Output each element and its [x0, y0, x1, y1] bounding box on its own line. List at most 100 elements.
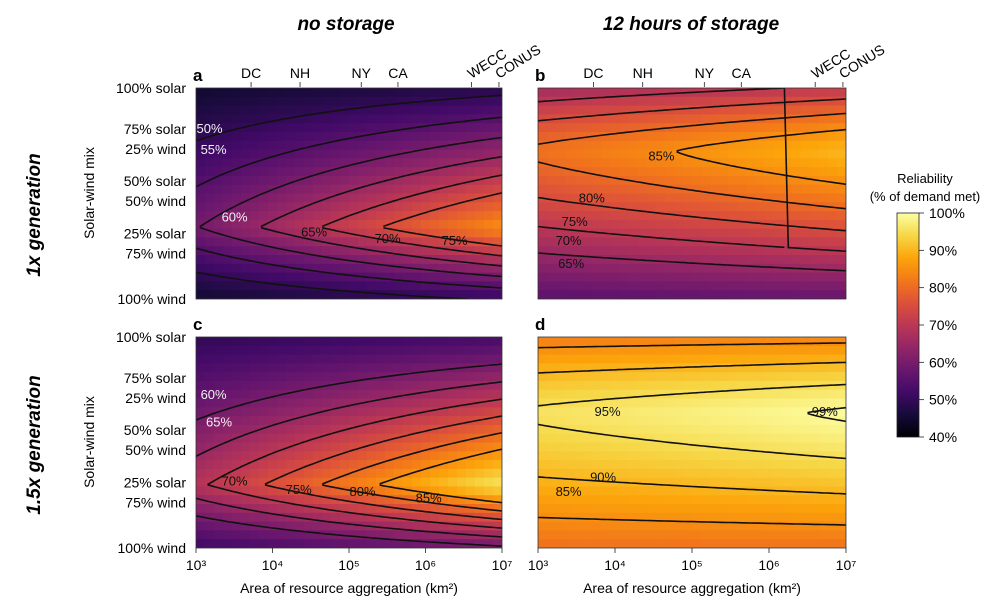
heatmap-cell — [592, 380, 603, 391]
heatmap-cell — [565, 149, 575, 159]
heatmap-cell — [719, 433, 729, 444]
heatmap-cell — [448, 407, 458, 417]
heatmap-cell — [412, 290, 422, 299]
heatmap-cell — [403, 149, 413, 159]
heatmap-cell — [610, 158, 621, 168]
heatmap-cell — [295, 219, 305, 230]
heatmap-cell — [331, 237, 341, 247]
heatmap-cell — [547, 281, 557, 291]
heatmap-cell — [719, 504, 729, 514]
heatmap-cell — [655, 512, 666, 523]
heatmap-cell — [250, 337, 260, 347]
heatmap-cell — [565, 521, 575, 532]
heatmap-cell — [746, 202, 757, 212]
heatmap-cell — [412, 149, 422, 159]
heatmap-cell — [349, 158, 359, 168]
heatmap-cell — [583, 263, 593, 274]
heatmap-cell — [358, 407, 368, 417]
panel-letter: a — [193, 66, 203, 85]
heatmap-cell — [746, 451, 757, 461]
heatmap-cell — [259, 416, 269, 426]
heatmap-cell — [421, 255, 431, 265]
heatmap-cell — [286, 521, 296, 532]
heatmap-cell — [818, 290, 829, 299]
heatmap-cell — [457, 416, 467, 426]
heatmap-cell — [385, 255, 395, 265]
heatmap-cell — [637, 140, 648, 151]
heatmap-cell — [205, 167, 215, 177]
heatmap-cell — [547, 372, 557, 382]
heatmap-cell — [313, 211, 323, 221]
heatmap-cell — [223, 416, 233, 426]
heatmap-cell — [403, 202, 413, 212]
heatmap-cell — [358, 416, 368, 426]
heatmap-cell — [223, 512, 233, 523]
heatmap-cell — [448, 337, 458, 347]
heatmap-cell — [250, 407, 260, 417]
contour-label: 80% — [579, 191, 605, 206]
heatmap-cell — [196, 380, 206, 391]
heatmap-cell — [565, 433, 575, 444]
heatmap-cell — [484, 158, 494, 168]
heatmap-cell — [791, 504, 802, 514]
heatmap-cell — [655, 211, 666, 221]
heatmap-cell — [710, 184, 720, 195]
heatmap-cell — [628, 539, 639, 548]
colorbar-tick-label: 60% — [929, 354, 957, 370]
heatmap-cell — [619, 424, 630, 435]
heatmap-cell — [583, 246, 593, 256]
heatmap-cell — [385, 495, 395, 505]
heatmap-cell — [719, 451, 729, 461]
heatmap-cell — [367, 460, 377, 470]
heatmap-cell — [331, 495, 341, 505]
heatmap-cell — [394, 219, 404, 230]
heatmap-cell — [538, 290, 548, 299]
heatmap-cell — [664, 416, 675, 426]
contour-line — [538, 225, 785, 249]
heatmap-cell — [746, 337, 757, 347]
heatmap-cell — [692, 504, 702, 514]
heatmap-cell — [448, 477, 458, 488]
heatmap-cell — [268, 167, 278, 177]
heatmap-cell — [764, 211, 775, 221]
heatmap-cell — [583, 495, 593, 505]
heatmap-cell — [313, 451, 323, 461]
heatmap-cell — [250, 88, 260, 98]
heatmap-cell — [710, 123, 720, 133]
heatmap-cell — [592, 184, 603, 195]
heatmap-cell — [673, 380, 684, 391]
heatmap-cell — [791, 255, 802, 265]
heatmap-cell — [791, 290, 802, 299]
heatmap-cell — [737, 495, 747, 505]
heatmap-cell — [574, 416, 584, 426]
heatmap-cell — [791, 202, 802, 212]
heatmap-cell — [547, 105, 557, 115]
heatmap-cell — [836, 337, 846, 347]
heatmap-cell — [367, 372, 377, 382]
heatmap-cell — [673, 398, 684, 408]
heatmap-cell — [241, 228, 251, 239]
heatmap-cell — [764, 539, 775, 548]
heatmap-cell — [241, 281, 251, 291]
heatmap-cell — [313, 149, 323, 159]
heatmap-cell — [376, 442, 386, 452]
heatmap-cell — [277, 495, 287, 505]
heatmap-cell — [755, 539, 766, 548]
heatmap-cell — [791, 363, 802, 373]
heatmap-cell — [286, 211, 296, 221]
heatmap-cell — [466, 131, 476, 142]
heatmap-cell — [646, 451, 657, 461]
x-tick-label: 10⁵ — [681, 557, 702, 573]
heatmap-cell — [340, 175, 350, 186]
x-tick-label: 10⁶ — [758, 557, 779, 573]
heatmap-cell — [196, 290, 206, 299]
heatmap-cell — [728, 219, 738, 230]
heatmap-cell — [755, 372, 766, 382]
heatmap-cell — [755, 407, 766, 417]
heatmap-cell — [205, 424, 215, 435]
heatmap-cell — [836, 460, 846, 470]
heatmap-cell — [394, 202, 404, 212]
heatmap-cell — [800, 281, 811, 291]
heatmap-cell — [232, 363, 242, 373]
